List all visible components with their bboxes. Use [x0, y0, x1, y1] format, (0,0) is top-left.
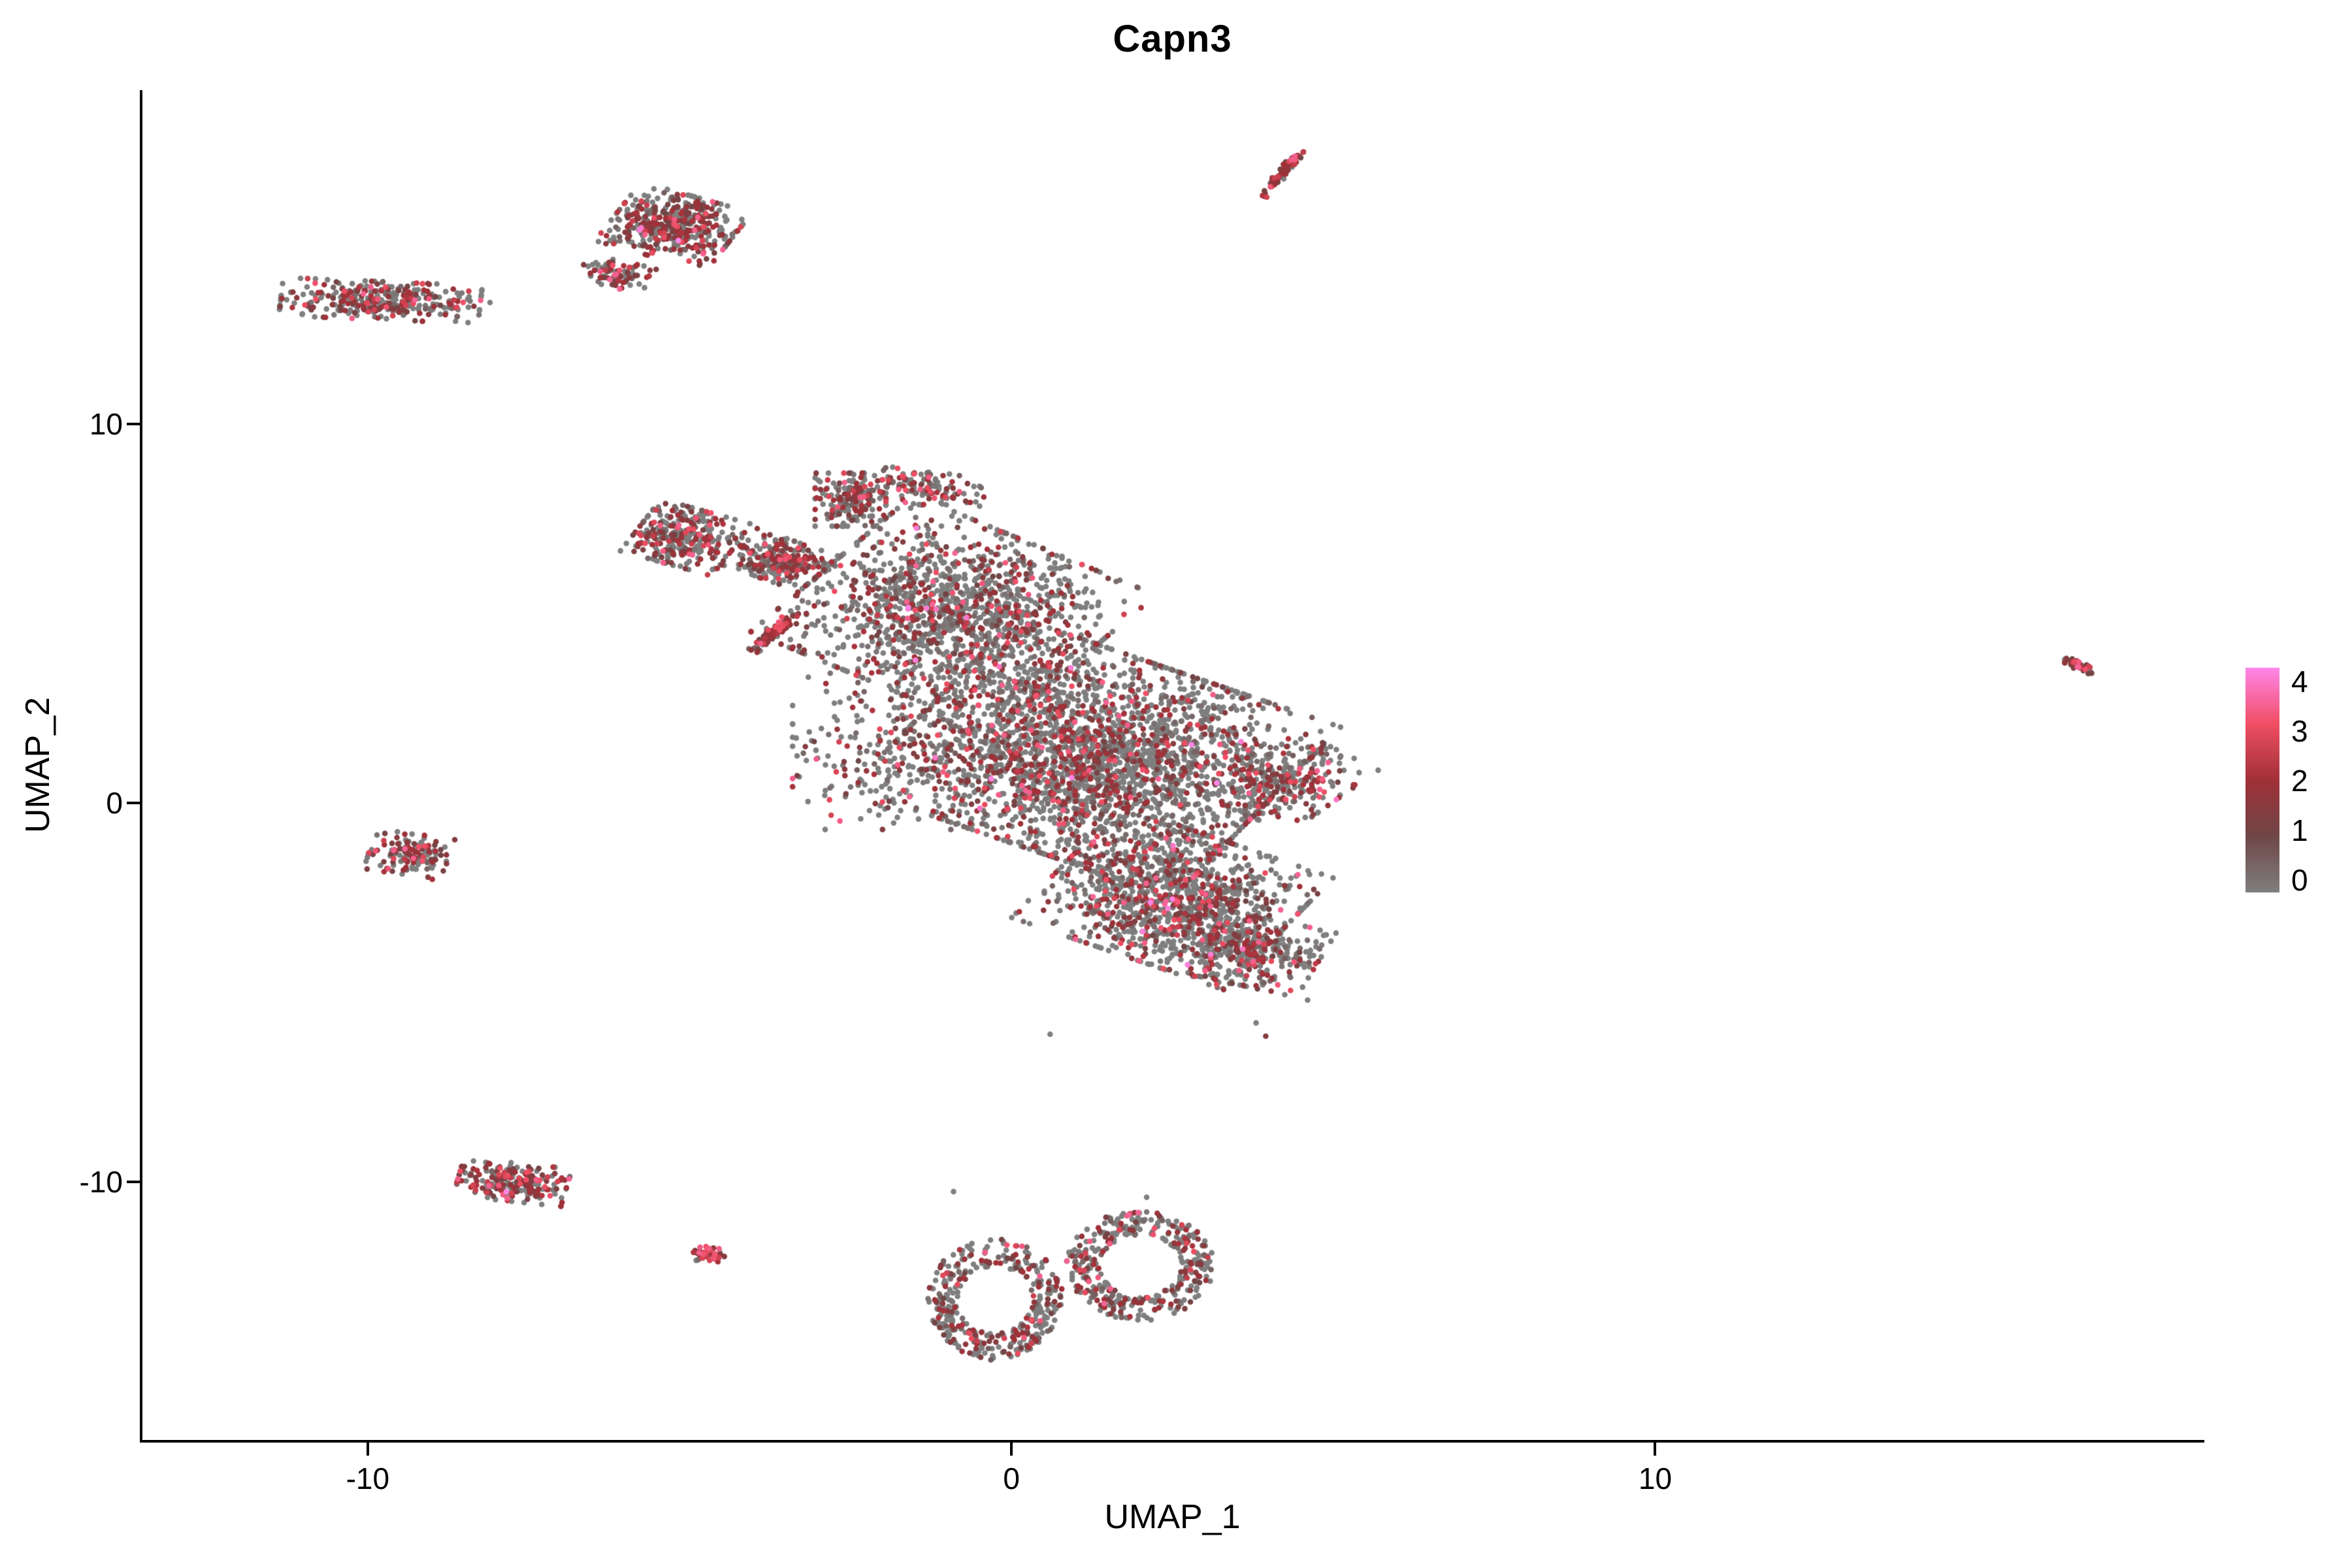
y-axis-line	[140, 90, 142, 1443]
plot-title: Capn3	[1113, 18, 1232, 60]
y-axis-title: UMAP_2	[19, 696, 57, 834]
y-tick-label: -10	[79, 1165, 123, 1200]
legend-tick-label: 3	[2291, 714, 2308, 748]
x-tick-mark	[366, 1443, 369, 1456]
x-axis-title: UMAP_1	[1104, 1498, 1241, 1536]
x-tick-label: -10	[346, 1462, 390, 1495]
x-tick-label: 0	[1003, 1462, 1020, 1495]
y-tick-mark	[127, 1181, 140, 1184]
x-tick-label: 10	[1638, 1462, 1673, 1495]
y-tick-mark	[127, 802, 140, 805]
legend-gradient-bar	[2246, 668, 2279, 892]
legend-tick-label: 1	[2291, 813, 2308, 847]
legend-tick-label: 2	[2291, 764, 2308, 798]
y-tick-label: 0	[106, 786, 123, 821]
legend-tick-label: 4	[2291, 664, 2308, 698]
y-tick-mark	[127, 422, 140, 425]
x-tick-mark	[1010, 1443, 1013, 1456]
x-tick-mark	[1654, 1443, 1657, 1456]
x-axis-line	[140, 1440, 2204, 1443]
y-tick-label: 10	[89, 406, 123, 441]
legend-tick-label: 0	[2291, 863, 2308, 897]
